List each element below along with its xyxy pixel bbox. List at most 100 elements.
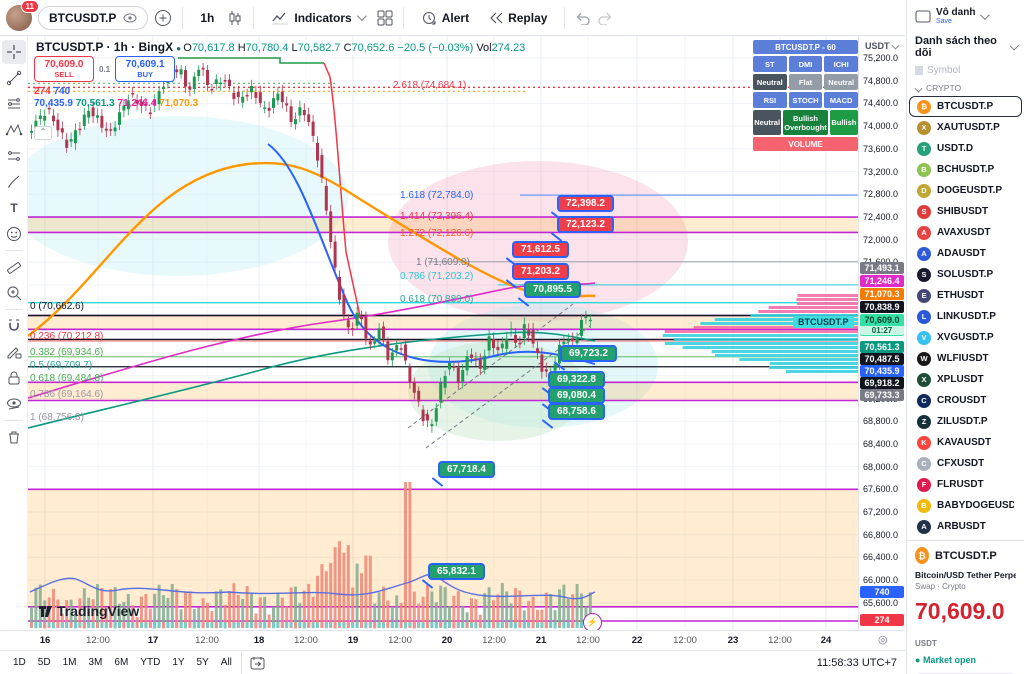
layout-grid-icon[interactable] bbox=[377, 10, 393, 26]
fib-level-label[interactable]: 0.618 (69,484.8) bbox=[30, 373, 104, 384]
detail-symbol[interactable]: BTCUSDT.P bbox=[935, 549, 997, 562]
watchlist-group-header[interactable]: CRYPTO bbox=[907, 80, 1024, 96]
watchlist-title[interactable]: Danh sách theo dõi bbox=[907, 29, 1024, 63]
signal-cell[interactable]: Neutral bbox=[753, 74, 787, 90]
price-axis-currency[interactable]: USDT bbox=[865, 41, 900, 51]
interval-button[interactable]: 1h bbox=[200, 10, 215, 25]
tool-long-position[interactable] bbox=[2, 144, 26, 168]
price-callout[interactable]: 71,612.5 bbox=[512, 241, 569, 258]
price-callout[interactable]: 65,832.1 bbox=[428, 563, 485, 580]
redo-icon[interactable] bbox=[597, 11, 613, 25]
watchlist-item[interactable]: ₿ BTCUSDT.P bbox=[909, 96, 1022, 117]
signal-cell[interactable]: RSI bbox=[753, 92, 787, 108]
tool-crosshair[interactable] bbox=[1, 40, 26, 64]
ma-legend[interactable]: 70,435.9 70,561.3 71,246.4 71,070.3 bbox=[34, 98, 198, 109]
time-axis[interactable]: 16 12:00 17 12:00 18 12:00 19 12:00 20 12:00 21 12:… bbox=[0, 630, 905, 651]
fib-level-label[interactable]: 1 (71,609.8) bbox=[416, 257, 470, 268]
watchlist-item[interactable]: A ADAUSDT bbox=[909, 243, 1022, 264]
price-callout[interactable]: 71,203.2 bbox=[512, 263, 569, 280]
watchlist-item[interactable]: V XVGUSDT.P bbox=[909, 327, 1022, 348]
candle-style-icon[interactable] bbox=[227, 9, 243, 27]
tool-drawing-sync[interactable] bbox=[2, 340, 26, 364]
fib-level-label[interactable]: 0.5 (69,709.7) bbox=[30, 360, 93, 371]
fib-level-label[interactable]: 1.618 (72,784.0) bbox=[400, 190, 474, 201]
signal-cell[interactable]: Neutral bbox=[753, 110, 782, 135]
symbol-search-field[interactable]: Symbol bbox=[915, 65, 1016, 76]
watchlist-item[interactable]: W WLFIUSDT bbox=[909, 348, 1022, 369]
price-callout[interactable]: 72,123.2 bbox=[557, 216, 614, 233]
fib-level-label[interactable]: 1 (68,756.8) bbox=[30, 412, 84, 423]
tool-magnet[interactable] bbox=[2, 314, 26, 338]
watchlist-item[interactable]: B BCHUSDT.P bbox=[909, 159, 1022, 180]
go-to-date-icon[interactable] bbox=[250, 656, 265, 670]
signal-cell[interactable]: Flat bbox=[788, 74, 823, 90]
range-3m[interactable]: 3M bbox=[88, 657, 103, 668]
watchlist-item[interactable]: E ETHUSDT bbox=[909, 285, 1022, 306]
chevron-down-icon[interactable] bbox=[980, 9, 991, 20]
range-5d[interactable]: 5D bbox=[37, 657, 51, 668]
signal-cell[interactable]: STOCH bbox=[788, 92, 823, 108]
watchlist-item[interactable]: X XPLUSDT bbox=[909, 369, 1022, 390]
price-callout[interactable]: 69,080.4 bbox=[548, 387, 605, 404]
watchlist-item[interactable]: Z ZILUSDT.P bbox=[909, 411, 1022, 432]
watchlist-item[interactable]: T USDT.D bbox=[909, 138, 1022, 159]
save-layout-link[interactable]: Save bbox=[936, 18, 952, 25]
watchlist-item[interactable]: D DOGEUSDT.P bbox=[909, 180, 1022, 201]
watchlist-item[interactable]: L LINKUSDT.P bbox=[909, 306, 1022, 327]
eye-icon[interactable] bbox=[123, 13, 137, 23]
tool-remove-drawings[interactable] bbox=[2, 425, 26, 449]
price-callout[interactable]: 69,322.8 bbox=[548, 371, 605, 388]
undo-icon[interactable] bbox=[575, 11, 591, 25]
watchlist-item[interactable]: S SOLUSDT.P bbox=[909, 264, 1022, 285]
signal-cell[interactable]: Bullish Overbought bbox=[783, 110, 828, 135]
tool-zoom-in[interactable] bbox=[2, 281, 26, 305]
range-all[interactable]: All bbox=[220, 657, 232, 668]
signal-cell[interactable]: ICHI bbox=[824, 56, 859, 72]
watchlist-item[interactable]: X XAUTUSDT.P bbox=[909, 117, 1022, 138]
signal-cell[interactable]: Neutral bbox=[824, 74, 859, 90]
user-avatar[interactable]: 11 bbox=[6, 0, 39, 31]
layout-name[interactable]: Vô danh bbox=[936, 7, 976, 18]
target-icon[interactable]: ◎ bbox=[878, 634, 888, 646]
clock[interactable]: 11:58:33 UTC+7 bbox=[816, 656, 897, 669]
fib-level-label[interactable]: 0.382 (69,934.6) bbox=[30, 347, 104, 358]
watchlist-item[interactable]: C CFXUSDT bbox=[909, 453, 1022, 474]
signal-cell[interactable]: DMI bbox=[788, 56, 823, 72]
watchlist-item[interactable]: C CROUSDT bbox=[909, 390, 1022, 411]
price-callout[interactable]: 68,758.6 bbox=[548, 403, 605, 420]
tool-hide-drawings[interactable] bbox=[2, 392, 26, 416]
range-1d[interactable]: 1D bbox=[13, 657, 26, 668]
indicators-button[interactable]: Indicators bbox=[264, 6, 370, 30]
range-ytd[interactable]: YTD bbox=[140, 657, 161, 668]
compare-add-icon[interactable] bbox=[154, 9, 172, 27]
fib-level-label[interactable]: 0.618 (70,889.0) bbox=[400, 294, 474, 305]
tool-brush[interactable] bbox=[2, 170, 26, 194]
legend-collapse-button[interactable]: ⌃ bbox=[34, 126, 52, 140]
range-5y[interactable]: 5Y bbox=[196, 657, 209, 668]
tool-lock-all[interactable] bbox=[2, 366, 26, 390]
watchlist-item[interactable]: F FLRUSDT bbox=[909, 474, 1022, 495]
tool-emoji[interactable] bbox=[2, 222, 26, 246]
watchlist-item[interactable]: B BABYDOGEUSDT bbox=[909, 495, 1022, 516]
buy-button[interactable]: 70,609.1 BUY bbox=[115, 56, 176, 82]
layout-checkbox-icon[interactable] bbox=[915, 9, 931, 23]
range-1y[interactable]: 1Y bbox=[172, 657, 185, 668]
price-callout[interactable]: 67,718.4 bbox=[438, 461, 495, 478]
symbol-search-button[interactable]: BTCUSDT.P bbox=[38, 5, 149, 30]
watchlist-item[interactable]: S SHIBUSDT bbox=[909, 201, 1022, 222]
sell-button[interactable]: 70,609.0 SELL bbox=[34, 56, 94, 82]
price-callout[interactable]: 69,723.2 bbox=[560, 345, 617, 362]
price-callout[interactable]: 70,895.5 bbox=[524, 281, 581, 298]
signal-cell[interactable]: MACD bbox=[824, 92, 859, 108]
signal-cell[interactable]: ST bbox=[753, 56, 787, 72]
watchlist-item[interactable]: K KAVAUSDT bbox=[909, 432, 1022, 453]
price-callout[interactable]: 72,398.2 bbox=[557, 195, 614, 212]
price-axis[interactable]: USDT 75,200.0 74,800.0 74,400.0 74,000.0 73,… bbox=[858, 36, 906, 630]
tool-ruler[interactable] bbox=[2, 255, 26, 279]
range-6m[interactable]: 6M bbox=[114, 657, 129, 668]
chart-legend[interactable]: BTCUSDT.P · 1h · BingX ● O70,617.8 H70,7… bbox=[36, 40, 526, 54]
range-1m[interactable]: 1M bbox=[62, 657, 77, 668]
chart-pane[interactable] bbox=[28, 36, 858, 630]
watchlist-item[interactable]: A AVAXUSDT bbox=[909, 222, 1022, 243]
signal-matrix-panel[interactable]: BTCUSDT.P - 60 ST DMI ICHI Neutral Flat Neutr… bbox=[753, 40, 859, 151]
